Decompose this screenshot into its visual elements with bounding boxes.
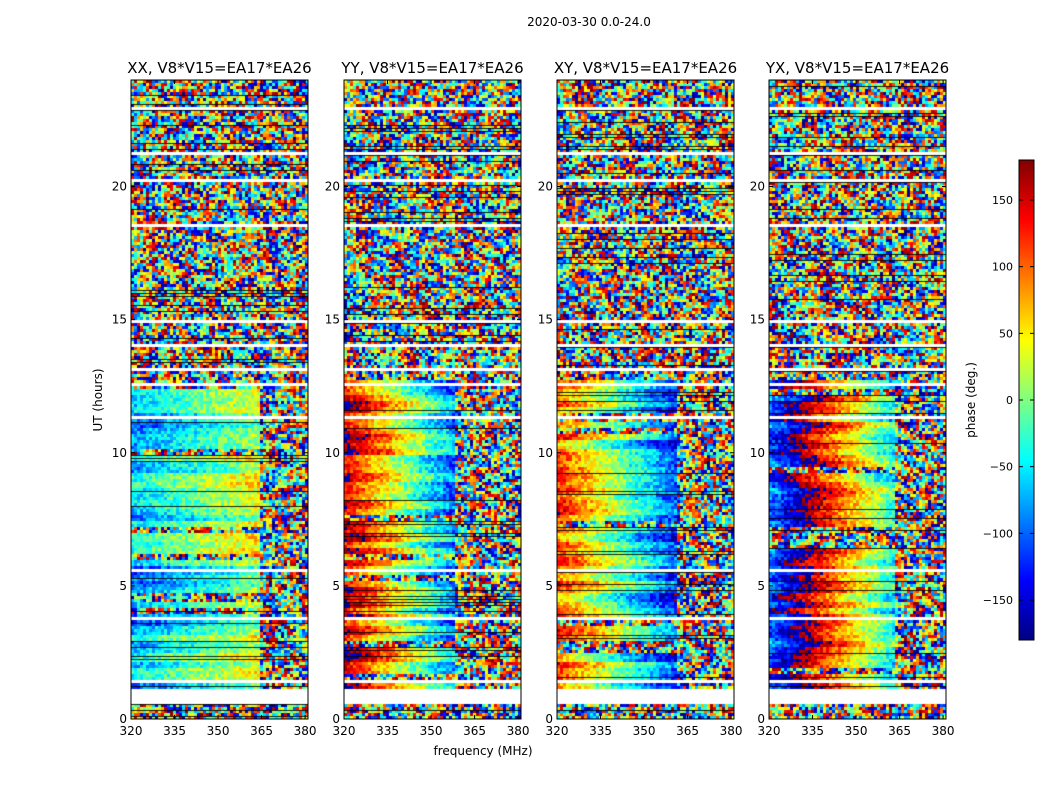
- colorbar-tick-label: −150: [983, 594, 1013, 607]
- colorbar-tick-label: 0: [1006, 394, 1013, 407]
- x-tick-label: 380: [932, 724, 955, 738]
- y-tick-label: 0: [757, 712, 765, 726]
- y-tick-label: 10: [325, 446, 340, 460]
- panel-title: XX, V8*V15=EA17*EA26: [127, 59, 311, 77]
- x-tick-label: 320: [758, 724, 781, 738]
- phase-heatmap-3: [769, 80, 946, 719]
- panel-frame: [343, 79, 522, 720]
- y-tick-label: 15: [112, 313, 127, 327]
- panel-frame: [768, 79, 947, 720]
- y-tick-label: 0: [332, 712, 340, 726]
- y-tick-label: 15: [750, 313, 765, 327]
- x-tick-label: 380: [507, 724, 530, 738]
- x-tick-label: 350: [207, 724, 230, 738]
- y-tick-label: 5: [119, 579, 127, 593]
- y-tick-label: 5: [545, 579, 553, 593]
- y-tick-label: 10: [538, 446, 553, 460]
- y-tick-label: 20: [112, 180, 127, 194]
- x-tick-label: 335: [163, 724, 186, 738]
- x-tick-label: 365: [463, 724, 486, 738]
- phase-heatmap-0: [131, 80, 308, 719]
- x-tick-label: 365: [676, 724, 699, 738]
- y-tick-label: 0: [119, 712, 127, 726]
- panel-title: XY, V8*V15=EA17*EA26: [554, 59, 737, 77]
- y-tick-label: 10: [112, 446, 127, 460]
- x-tick-label: 365: [250, 724, 273, 738]
- colorbar-tick-label: 50: [999, 327, 1013, 340]
- x-tick-label: 380: [294, 724, 317, 738]
- x-tick-label: 320: [120, 724, 143, 738]
- phase-heatmap-1: [344, 80, 521, 719]
- y-tick-label: 10: [750, 446, 765, 460]
- colorbar-label: phase (deg.): [964, 362, 978, 438]
- x-tick-label: 350: [633, 724, 656, 738]
- panel-title: YX, V8*V15=EA17*EA26: [765, 59, 949, 77]
- panel-frame: [130, 79, 309, 720]
- panel-frame: [556, 79, 735, 720]
- x-tick-label: 335: [801, 724, 824, 738]
- x-tick-label: 335: [376, 724, 399, 738]
- x-tick-label: 380: [720, 724, 743, 738]
- y-tick-label: 20: [538, 180, 553, 194]
- y-tick-label: 15: [538, 313, 553, 327]
- y-axis-label: UT (hours): [91, 368, 105, 431]
- phase-panel-2: XY, V8*V15=EA17*EA26 320 335 350 365 380 0 5 10 1…: [538, 59, 743, 738]
- x-tick-label: 350: [420, 724, 443, 738]
- colorbar-tick-label: 100: [992, 261, 1013, 274]
- y-tick-label: 5: [757, 579, 765, 593]
- x-axis-label: frequency (MHz): [433, 744, 532, 758]
- y-tick-label: 15: [325, 313, 340, 327]
- phase-panel-1: YY, V8*V15=EA17*EA26 320 335 350 365 380 0 5 10 1…: [325, 59, 530, 738]
- phase-panel-3: YX, V8*V15=EA17*EA26 320 335 350 365 380 0 5 10 1…: [750, 59, 955, 738]
- colorbar-tick-label: −100: [983, 527, 1013, 540]
- x-tick-label: 320: [333, 724, 356, 738]
- panel-title: YY, V8*V15=EA17*EA26: [340, 59, 523, 77]
- x-tick-label: 350: [845, 724, 868, 738]
- colorbar-tick-label: −50: [990, 461, 1013, 474]
- y-tick-label: 20: [750, 180, 765, 194]
- colorbar: 150 100 50 0 −50 −100 −150 phase (deg.): [964, 159, 1035, 641]
- figure-suptitle: 2020-03-30 0.0-24.0: [527, 15, 651, 29]
- x-tick-label: 320: [546, 724, 569, 738]
- phase-panel-0: XX, V8*V15=EA17*EA26 320 335 350 365 380 0 5 10 1…: [112, 59, 317, 738]
- x-tick-label: 365: [888, 724, 911, 738]
- y-tick-label: 5: [332, 579, 340, 593]
- y-tick-label: 20: [325, 180, 340, 194]
- y-tick-label: 0: [545, 712, 553, 726]
- phase-heatmap-2: [557, 80, 734, 719]
- x-tick-label: 335: [589, 724, 612, 738]
- colorbar-tick-label: 150: [992, 194, 1013, 207]
